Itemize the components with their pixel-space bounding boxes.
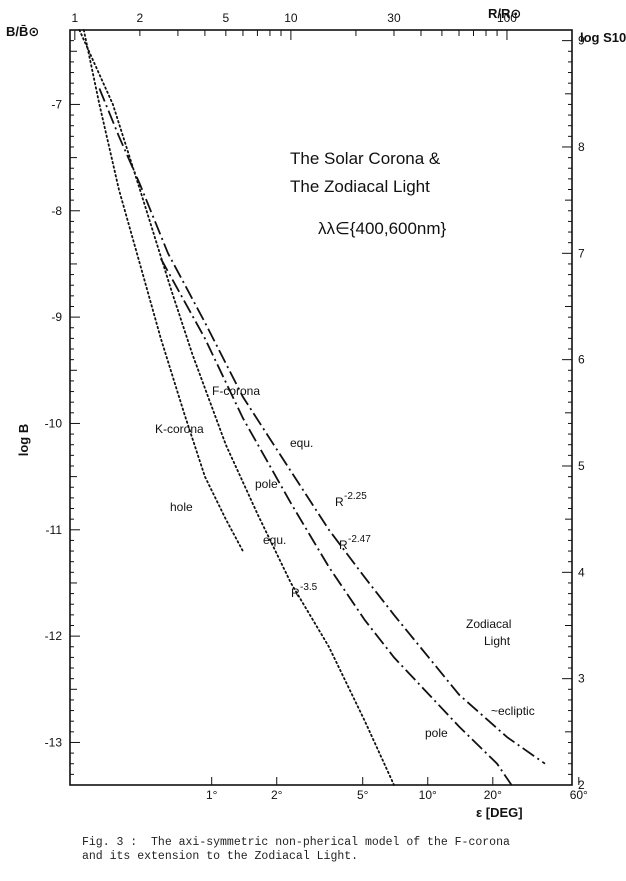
y-right-tick-label: 8	[578, 140, 585, 154]
y-right-tick-label: 2	[578, 778, 585, 792]
label-ecliptic: ~ecliptic	[491, 704, 535, 718]
x-bottom-tick-label: 5°	[357, 788, 369, 802]
y-tick-label: -12	[45, 629, 63, 643]
y-axis-label: log B	[16, 424, 31, 457]
series-line-3	[82, 29, 244, 552]
x-bottom-tick-label: 2°	[271, 788, 283, 802]
chart-title-line-2: The Zodiacal Light	[290, 177, 430, 196]
label-zodiacal: Zodiacal	[466, 617, 511, 631]
label-equ-f: equ.	[290, 436, 313, 450]
plot-frame	[69, 29, 573, 786]
label-k-corona: K-corona	[155, 422, 204, 436]
y-right-tick-label: 9	[578, 34, 585, 48]
chart: -7 -8 -9 -10 -11 -12 -13 9 8 7 6 5 4 3 2 1 2 5 10 30 100 1° 2°…	[6, 6, 626, 820]
label-light: Light	[484, 634, 511, 648]
y-axis-top-label: B/B̄⊙	[6, 24, 39, 39]
y-tick-label: -11	[46, 523, 63, 537]
y-right-tick-label: 7	[578, 246, 585, 260]
x-bottom-axis-label: ε [DEG]	[476, 805, 523, 820]
x-top-tick-label: 5	[222, 11, 229, 25]
label-r-225: R	[335, 495, 344, 509]
chart-subtitle: λλ∈{400,600nm}	[318, 219, 447, 238]
figure-caption: Fig. 3 : The axi-symmetric non-pherical …	[82, 836, 602, 864]
y-right-tick-label: 6	[578, 353, 585, 367]
x-top-tick-label: 2	[137, 11, 144, 25]
y-right-tick-label: 3	[578, 672, 585, 686]
x-bottom-tick-label: 10°	[419, 788, 437, 802]
series-line-0	[98, 88, 546, 765]
caption-line: Fig. 3 : The axi-symmetric non-pherical …	[82, 836, 510, 849]
x-top-tick-label: 30	[387, 11, 401, 25]
label-pole-f: pole	[255, 477, 278, 491]
x-top-tick-label: 1	[71, 11, 78, 25]
series-line-2	[78, 29, 395, 786]
chart-title-line-1: The Solar Corona &	[290, 149, 441, 168]
series-line-1	[160, 258, 513, 786]
y-right-tick-label: 4	[578, 565, 585, 579]
x-bottom-tick-label: 1°	[206, 788, 218, 802]
y-tick-label: -7	[51, 97, 62, 111]
label-hole: hole	[170, 500, 193, 514]
y-tick-label: -10	[45, 416, 63, 430]
label-r-247-exp: -2.47	[348, 534, 371, 545]
x-top-tick-label: 100	[497, 11, 517, 25]
caption-line: and its extension to the Zodiacal Light.	[82, 850, 359, 863]
x-top-axis-label: R/R⊙	[488, 6, 521, 21]
label-r-225-exp: -2.25	[344, 491, 367, 502]
label-f-corona: F-corona	[212, 384, 260, 398]
y-tick-label: -9	[51, 310, 62, 324]
x-bottom-tick-label: 20°	[484, 788, 502, 802]
label-equ-k: equ.	[263, 533, 286, 547]
y-tick-label: -13	[45, 735, 63, 749]
label-r-35-exp: -3.5	[300, 582, 318, 593]
y-right-tick-label: 5	[578, 459, 585, 473]
label-r-247: R	[339, 538, 348, 552]
y-right-axis-label: log S10	[580, 30, 626, 45]
x-top-tick-label: 10	[284, 11, 298, 25]
y-tick-label: -8	[51, 204, 62, 218]
label-r-35: R	[291, 586, 300, 600]
x-bottom-tick-label: 60°	[570, 788, 588, 802]
label-pole-z: pole	[425, 726, 448, 740]
